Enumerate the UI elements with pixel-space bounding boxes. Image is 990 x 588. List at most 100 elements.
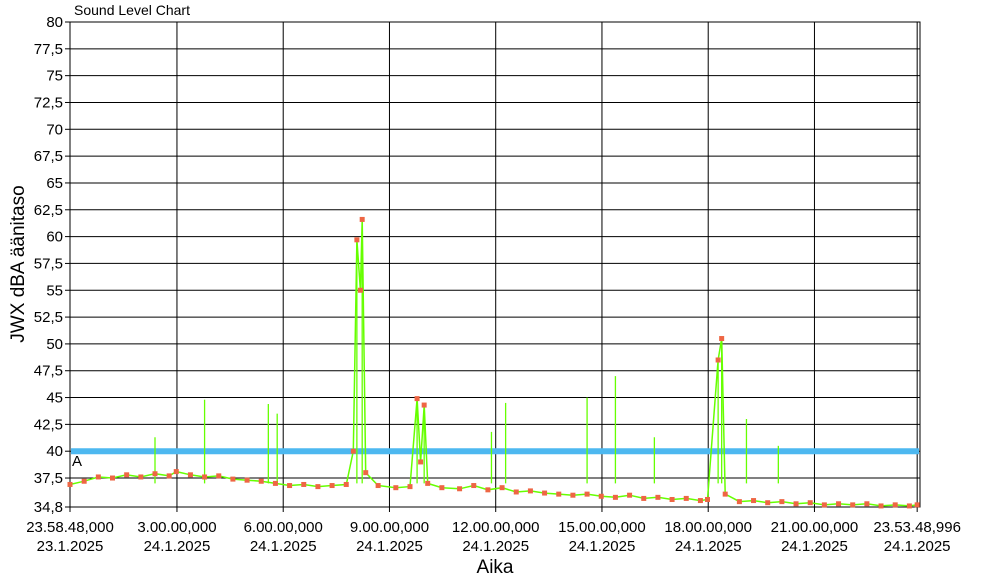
data-point xyxy=(166,473,172,479)
data-point xyxy=(669,496,675,502)
data-point xyxy=(244,477,250,483)
x-axis-label: Aika xyxy=(477,557,514,578)
y-tick-label: 60 xyxy=(46,229,63,246)
data-point xyxy=(655,494,661,500)
data-point xyxy=(421,402,427,408)
data-point xyxy=(878,503,884,509)
data-point xyxy=(354,237,360,243)
x-tick-time-label: 18.00.00,000 xyxy=(664,519,752,536)
data-point xyxy=(612,494,618,500)
x-tick-time-label: 12.00.00,000 xyxy=(452,519,540,536)
data-point xyxy=(485,487,491,493)
data-point xyxy=(67,481,73,487)
data-point xyxy=(765,500,771,506)
data-point xyxy=(598,493,604,499)
data-point xyxy=(110,475,115,481)
data-point xyxy=(542,490,548,496)
data-point xyxy=(407,484,413,490)
data-point xyxy=(683,495,689,501)
data-point xyxy=(359,216,365,222)
data-point xyxy=(584,491,590,497)
y-tick-label: 55 xyxy=(46,282,63,299)
data-point xyxy=(230,476,236,482)
data-point xyxy=(641,495,647,501)
y-tick-label: 67,5 xyxy=(34,148,63,165)
x-tick-date-label: 24.1.2025 xyxy=(250,538,317,555)
data-point xyxy=(513,489,519,495)
x-tick-time-label: 15.00.00,000 xyxy=(558,519,646,536)
data-point xyxy=(736,499,742,505)
chart-title: Sound Level Chart xyxy=(74,2,190,18)
data-point xyxy=(836,501,842,507)
data-point xyxy=(779,499,785,505)
data-point xyxy=(287,483,293,489)
y-tick-label: 40 xyxy=(46,443,63,460)
grid xyxy=(65,21,920,512)
data-point xyxy=(892,502,898,508)
data-point xyxy=(329,483,335,489)
data-point xyxy=(216,473,222,479)
y-tick-label: 52,5 xyxy=(34,309,63,326)
data-point xyxy=(864,501,870,507)
x-tick-date-label: 24.1.2025 xyxy=(569,538,636,555)
data-point xyxy=(272,480,278,486)
data-point xyxy=(697,498,703,504)
data-point xyxy=(457,486,463,492)
data-point xyxy=(722,491,728,497)
data-point xyxy=(357,287,363,293)
y-axis-label: JWX dBA äänitaso xyxy=(8,185,29,342)
data-point xyxy=(301,481,307,487)
data-point xyxy=(152,471,158,477)
y-tick-label: 75 xyxy=(46,68,63,85)
x-tick-date-label: 24.1.2025 xyxy=(356,538,423,555)
y-tick-label: 45 xyxy=(46,390,63,407)
data-point xyxy=(414,396,420,402)
data-point xyxy=(906,503,912,509)
data-point xyxy=(202,474,208,480)
data-point xyxy=(439,485,445,491)
y-tick-label: 80 xyxy=(46,14,63,31)
x-tick-labels: 23.58.48,000 23.1.2025 3.00.00,000 24.1.202… xyxy=(26,519,961,555)
data-point xyxy=(258,478,264,484)
x-tick-time-label: 21.00.00,000 xyxy=(771,519,859,536)
y-tick-label: 50 xyxy=(46,336,63,353)
data-point xyxy=(124,472,130,478)
data-point xyxy=(527,488,533,494)
data-point xyxy=(343,481,349,487)
marker-a-label: A xyxy=(72,453,82,470)
data-point xyxy=(793,501,799,507)
y-tick-label: 42,5 xyxy=(34,416,63,433)
series-line xyxy=(69,219,918,507)
data-point xyxy=(315,484,321,490)
data-point xyxy=(705,496,710,502)
marker-group xyxy=(67,216,920,509)
data-point xyxy=(471,483,477,489)
data-point xyxy=(556,491,562,497)
y-tick-label: 72,5 xyxy=(34,94,63,111)
x-tick-time-label: 3.00.00,000 xyxy=(137,519,216,536)
x-tick-date-label: 24.1.2025 xyxy=(884,538,951,555)
x-tick-time-label: 23.53.48,996 xyxy=(873,519,961,536)
data-point xyxy=(425,480,431,486)
y-tick-label: 62,5 xyxy=(34,202,63,219)
data-point xyxy=(95,474,101,480)
x-tick-date-label: 24.1.2025 xyxy=(781,538,848,555)
data-point xyxy=(393,485,399,491)
data-point xyxy=(350,448,356,454)
x-tick-date-label: 24.1.2025 xyxy=(144,538,211,555)
data-point xyxy=(187,472,193,478)
data-point xyxy=(715,357,721,363)
y-tick-label: 34,8 xyxy=(34,499,63,516)
x-tick-date-label: 24.1.2025 xyxy=(462,538,529,555)
plot-area xyxy=(69,21,921,508)
data-point xyxy=(173,469,179,475)
data-point xyxy=(363,470,369,476)
data-point xyxy=(570,492,576,498)
data-point xyxy=(719,336,725,342)
x-tick-date-label: 23.1.2025 xyxy=(37,538,104,555)
data-point xyxy=(850,502,856,508)
data-point xyxy=(499,485,505,491)
y-tick-label: 47,5 xyxy=(34,363,63,380)
data-point xyxy=(914,502,920,508)
